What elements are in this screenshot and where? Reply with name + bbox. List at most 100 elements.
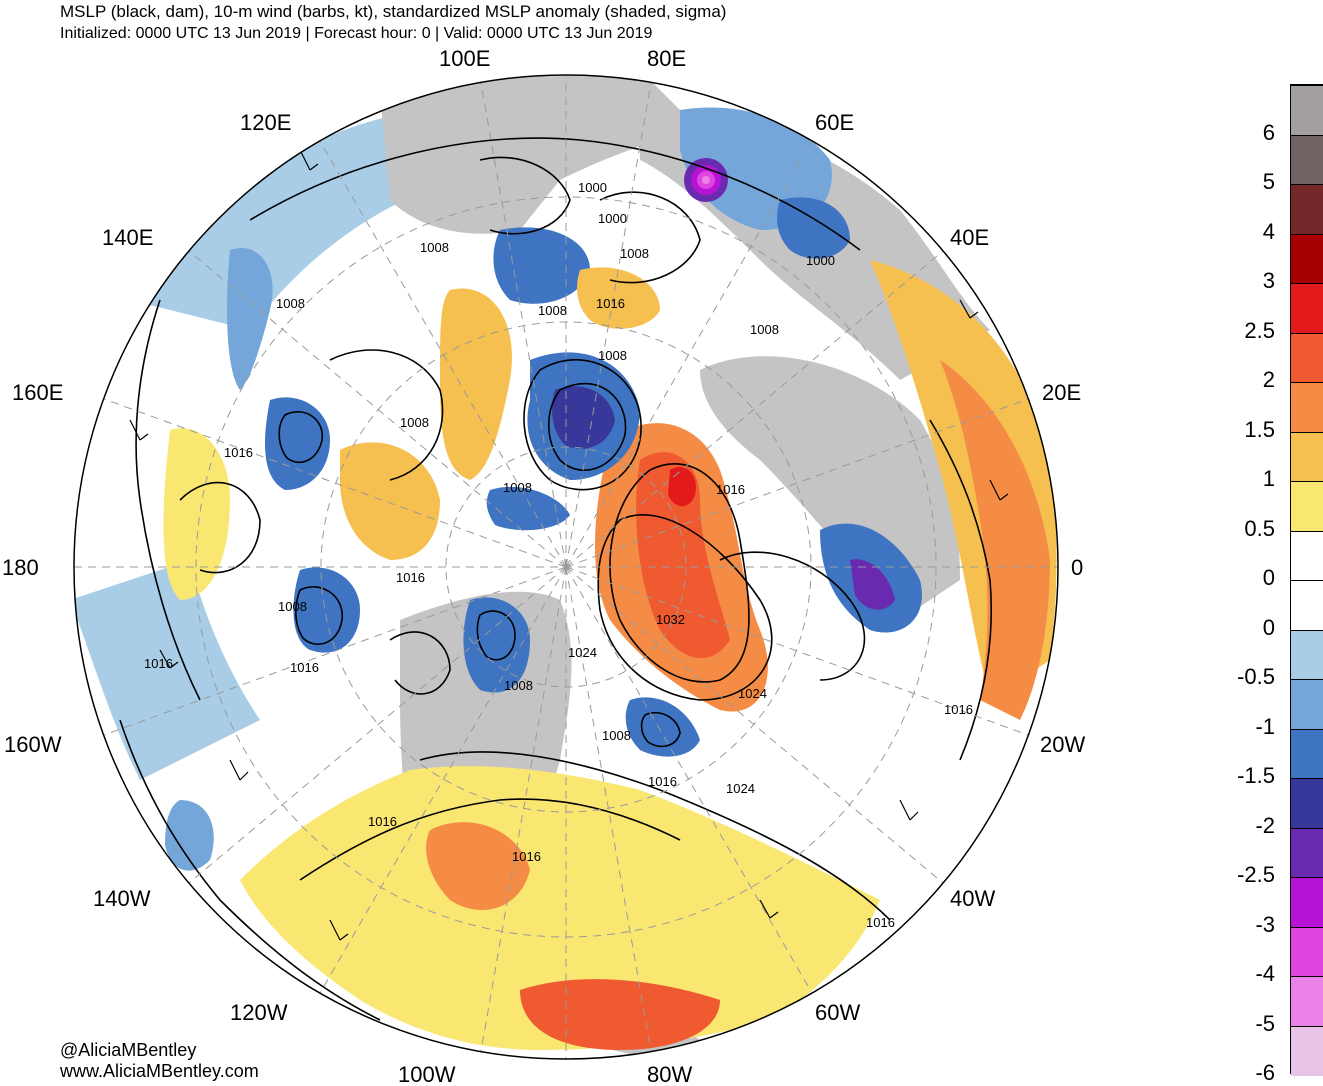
colorbar-label: -2 <box>1255 812 1275 838</box>
contour-label: 1016 <box>596 296 625 311</box>
lon-label-100e: 100E <box>439 46 490 71</box>
map-border <box>73 74 1059 1060</box>
contour-label: 1008 <box>620 246 649 261</box>
contour-label: 1008 <box>598 348 627 363</box>
colorbar-segment <box>1291 926 1323 977</box>
credit-website: www.AliciaMBentley.com <box>60 1061 259 1081</box>
contour-label: 1016 <box>716 482 745 497</box>
lon-label-40w: 40W <box>950 886 995 911</box>
colorbar-segment <box>1291 1025 1323 1076</box>
colorbar-segment <box>1291 530 1323 581</box>
lon-label-60e: 60E <box>815 110 854 135</box>
contour-label: 1000 <box>806 253 835 268</box>
contour-label: 1016 <box>144 656 173 671</box>
longitude-labels: 100E 80E 120E 60E 140E 40E 160E 20E 180 … <box>2 46 1085 1086</box>
colorbar-label: 1.5 <box>1244 416 1275 442</box>
contour-label: 1016 <box>290 660 319 675</box>
contour-label: 1024 <box>738 686 767 701</box>
contour-label: 1016 <box>368 814 397 829</box>
contour-label: 1000 <box>578 180 607 195</box>
colorbar-label: 3 <box>1262 268 1275 293</box>
lon-label-120w: 120W <box>230 1000 288 1025</box>
contour-label: 1008 <box>400 415 429 430</box>
colorbar-label: 4 <box>1262 218 1275 244</box>
lon-label-80w: 80W <box>647 1062 692 1086</box>
colorbar-label: -6 <box>1255 1060 1275 1085</box>
contour-labels: 1000 1000 1008 1008 1008 1016 1000 1008 … <box>144 180 973 930</box>
contour-label: 1008 <box>504 678 533 693</box>
colorbar-segment <box>1291 332 1323 383</box>
contour-label: 1024 <box>726 781 755 796</box>
colorbar-segment <box>1291 778 1323 828</box>
colorbar-segment <box>1291 679 1323 729</box>
contour-label: 1008 <box>278 599 307 614</box>
contour-label: 1016 <box>944 702 973 717</box>
lon-label-100w: 100W <box>398 1062 456 1086</box>
contour-label: 1032 <box>656 612 685 627</box>
contour-label: 1016 <box>512 849 541 864</box>
colorbar <box>1290 84 1323 1076</box>
contour-label: 1008 <box>602 728 631 743</box>
contour-label: 1008 <box>750 322 779 337</box>
strong-low-center <box>684 158 728 202</box>
colorbar-segment <box>1291 184 1323 234</box>
colorbar-segment <box>1291 85 1323 135</box>
colorbar-label: -5 <box>1255 1010 1275 1036</box>
colorbar-segment <box>1291 827 1323 878</box>
colorbar-segment <box>1291 283 1323 333</box>
lon-label-180: 180 <box>2 555 39 580</box>
lon-label-140e: 140E <box>102 225 153 250</box>
colorbar-label: -4 <box>1255 961 1275 986</box>
colorbar-segment <box>1291 580 1323 630</box>
chart-subtitle: Initialized: 0000 UTC 13 Jun 2019 | Fore… <box>60 25 653 42</box>
colorbar-label: 0 <box>1262 614 1275 640</box>
colorbar-label: 2.5 <box>1244 317 1275 343</box>
lon-label-140w: 140W <box>93 886 151 911</box>
contour-label: 1016 <box>648 774 677 789</box>
colorbar-segment <box>1291 431 1323 482</box>
lon-label-60w: 60W <box>815 1000 860 1025</box>
chart-title: MSLP (black, dam), 10-m wind (barbs, kt)… <box>60 2 727 21</box>
colorbar-segment <box>1291 233 1323 284</box>
colorbar-label: 1 <box>1262 466 1275 491</box>
graticule <box>74 75 1058 1059</box>
contour-label: 1008 <box>420 240 449 255</box>
lon-label-40e: 40E <box>950 225 989 250</box>
colorbar-segment <box>1291 629 1323 680</box>
contour-label: 1008 <box>503 480 532 495</box>
colorbar-label: 0 <box>1262 565 1275 590</box>
contour-label: 1016 <box>224 445 253 460</box>
colorbar-label: 5 <box>1262 169 1275 194</box>
contour-label: 1000 <box>598 211 627 226</box>
colorbar-label: -1 <box>1255 713 1275 739</box>
contour-label: 1016 <box>396 570 425 585</box>
lon-label-160w: 160W <box>4 732 62 757</box>
map-disc <box>74 75 1058 1059</box>
contour-label: 1008 <box>538 303 567 318</box>
lon-label-80e: 80E <box>647 46 686 71</box>
colorbar-segment <box>1291 728 1323 779</box>
lon-label-20w: 20W <box>1040 732 1085 757</box>
anomaly-shading <box>74 75 1057 1059</box>
lon-label-0: 0 <box>1071 555 1083 580</box>
colorbar-label: -1.5 <box>1237 763 1275 788</box>
colorbar-label: -0.5 <box>1237 664 1275 689</box>
colorbar-label: -2.5 <box>1237 862 1275 887</box>
colorbar-segment <box>1291 976 1323 1026</box>
colorbar-label: 2 <box>1262 367 1275 392</box>
colorbar-segment <box>1291 481 1323 531</box>
colorbar-label: -3 <box>1255 911 1275 937</box>
colorbar-label: 0.5 <box>1244 515 1275 541</box>
colorbar-label: 6 <box>1262 119 1275 145</box>
contour-label: 1016 <box>866 915 895 930</box>
lon-label-120e: 120E <box>240 110 291 135</box>
lon-label-20e: 20E <box>1042 380 1081 405</box>
mslp-contours <box>119 137 993 1021</box>
credit-handle: @AliciaMBentley <box>60 1040 197 1060</box>
contour-label: 1024 <box>568 645 597 660</box>
colorbar-segment <box>1291 382 1323 432</box>
contour-label: 1008 <box>276 296 305 311</box>
colorbar-segment <box>1291 134 1323 185</box>
lon-label-160e: 160E <box>12 380 63 405</box>
